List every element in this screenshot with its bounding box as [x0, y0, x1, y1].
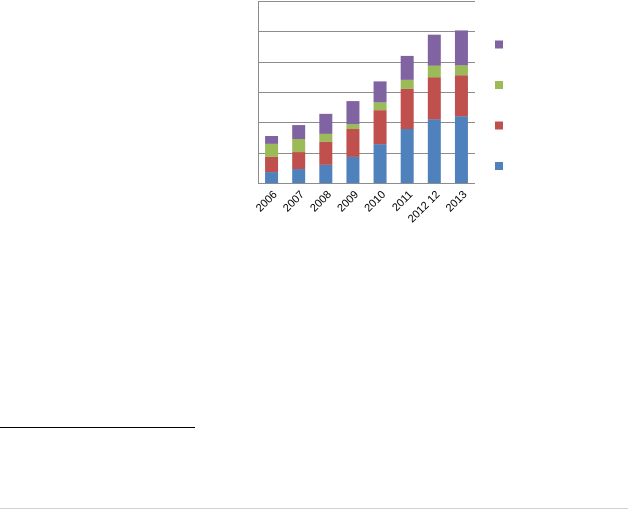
bar-segment — [400, 79, 414, 89]
bar-segment — [265, 143, 279, 157]
bar-segment — [427, 77, 441, 120]
legend-swatch — [495, 81, 503, 89]
bar-segment — [319, 164, 333, 183]
x-tick-label: 2013 — [444, 189, 470, 215]
bar-segment — [319, 141, 333, 165]
bar-segment — [346, 124, 360, 130]
bar-segment — [373, 102, 387, 111]
bar-segment — [265, 135, 279, 144]
legend-swatch — [495, 162, 503, 170]
bar-segment — [400, 88, 414, 130]
bar-segment — [373, 81, 387, 103]
bar-segment — [292, 152, 306, 170]
x-tick-label: 2007 — [281, 189, 307, 215]
x-tick-label: 2008 — [308, 189, 334, 215]
bar-segment — [292, 169, 306, 183]
bar-segment — [319, 133, 333, 142]
bar-segment — [454, 116, 468, 183]
bar-segment — [454, 75, 468, 117]
bar-segment — [400, 55, 414, 80]
bar-segment — [400, 129, 414, 183]
bar-segment — [319, 113, 333, 134]
bar-segment — [265, 172, 279, 183]
bar-segment — [427, 119, 441, 183]
bar-segment — [454, 65, 468, 76]
legend-swatch — [495, 121, 503, 130]
x-tick-label: 2009 — [335, 189, 361, 215]
bar-segment — [292, 139, 306, 153]
bar-segment — [427, 65, 441, 78]
bar-segment — [292, 125, 306, 140]
bar-segment — [454, 30, 468, 66]
bar-segment — [265, 156, 279, 173]
bar-segment — [427, 34, 441, 66]
bar-segment — [346, 156, 360, 183]
x-tick-label: 2006 — [254, 189, 280, 215]
legend-swatch — [495, 40, 503, 49]
bar-segment — [346, 101, 360, 125]
bar-segment — [373, 144, 387, 183]
bar-segment — [373, 110, 387, 145]
bar-segment — [346, 129, 360, 157]
x-tick-label: 2010 — [362, 189, 388, 215]
